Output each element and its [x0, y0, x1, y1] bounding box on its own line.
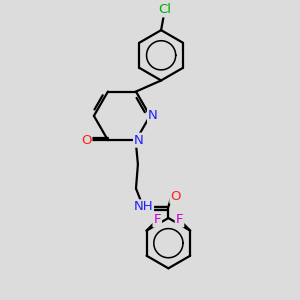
Text: O: O	[170, 190, 181, 203]
Text: F: F	[154, 214, 161, 226]
Text: NH: NH	[134, 200, 153, 213]
Text: F: F	[176, 214, 183, 226]
Text: N: N	[148, 110, 158, 122]
Text: Cl: Cl	[158, 3, 172, 16]
Text: N: N	[134, 134, 144, 147]
Text: O: O	[81, 134, 92, 147]
